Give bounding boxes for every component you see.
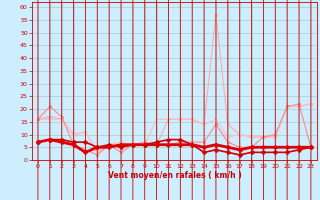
X-axis label: Vent moyen/en rafales ( km/h ): Vent moyen/en rafales ( km/h ) — [108, 171, 241, 180]
